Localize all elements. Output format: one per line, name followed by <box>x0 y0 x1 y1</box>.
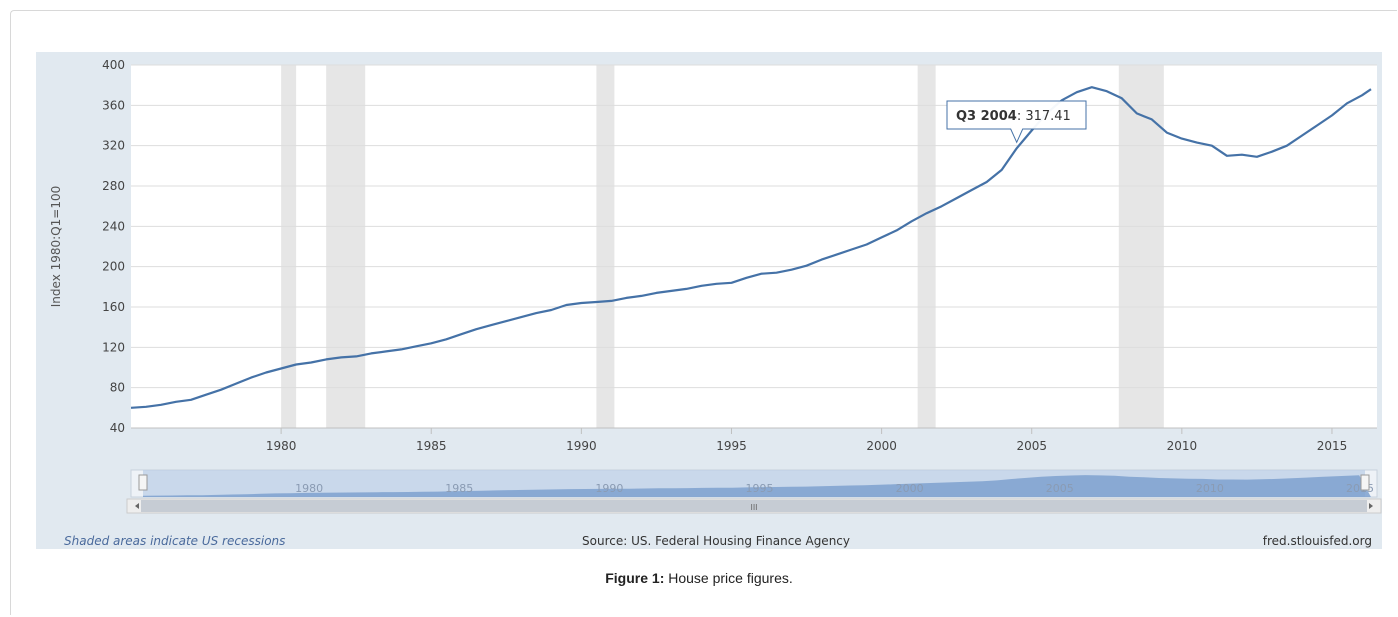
source-note: Source: US. Federal Housing Finance Agen… <box>582 534 850 548</box>
navigator-label: 1980 <box>295 482 323 495</box>
navigator-handle[interactable] <box>138 474 148 491</box>
tooltip: Q3 2004: 317.41 <box>946 100 1087 144</box>
y-tick-label: 160 <box>102 300 125 314</box>
scrollbar-thumb[interactable] <box>141 500 1367 512</box>
navigator-handle[interactable] <box>1360 474 1370 491</box>
navigator-label: 2015 <box>1346 482 1374 495</box>
recession-band <box>1118 65 1164 428</box>
y-tick-label: 200 <box>102 260 125 274</box>
navigator-label: 2005 <box>1046 482 1074 495</box>
y-tick-label: 320 <box>102 139 125 153</box>
y-tick-label: 280 <box>102 179 125 193</box>
tooltip-value: : 317.41 <box>1017 109 1071 124</box>
x-tick-label: 1980 <box>266 439 297 453</box>
recession-band <box>596 65 615 428</box>
recession-band <box>326 65 366 428</box>
navigator-label: 2010 <box>1196 482 1224 495</box>
caption-label: Figure 1: <box>605 570 665 586</box>
scrollbar-grip: III <box>750 503 757 512</box>
x-tick-label: 1995 <box>716 439 747 453</box>
series-line <box>130 86 1372 409</box>
caption-text: House price figures. <box>664 570 793 586</box>
y-tick-label: 240 <box>102 219 125 233</box>
x-tick-label: 2000 <box>866 439 897 453</box>
x-tick-label: 2015 <box>1317 439 1348 453</box>
y-tick-label: 360 <box>102 98 125 112</box>
navigator-label: 1995 <box>745 482 773 495</box>
navigator-label: 1985 <box>445 482 473 495</box>
scroll-left-arrow[interactable] <box>135 503 139 509</box>
tooltip-box <box>946 100 1087 144</box>
y-tick-label: 40 <box>110 421 125 435</box>
y-tick-label: 120 <box>102 340 125 354</box>
recession-band <box>917 65 936 428</box>
tooltip-text: Q3 2004: 317.41 <box>956 109 1071 124</box>
x-tick-label: 1985 <box>416 439 447 453</box>
site-link[interactable]: fred.stlouisfed.org <box>1262 534 1372 548</box>
x-tick-label: 2005 <box>1016 439 1047 453</box>
y-tick-label: 80 <box>110 381 125 395</box>
navigator-label: 1990 <box>595 482 623 495</box>
plot-area <box>131 65 1377 428</box>
navigator-area <box>143 475 1371 497</box>
tooltip-period: Q3 2004 <box>956 109 1017 124</box>
navigator-label: 2000 <box>896 482 924 495</box>
x-tick-label: 1990 <box>566 439 597 453</box>
figure-frame <box>10 10 1397 615</box>
x-tick-label: 2010 <box>1167 439 1198 453</box>
recession-note: Shaded areas indicate US recessions <box>64 534 286 548</box>
figure-caption: Figure 1: House price figures. <box>0 570 1398 586</box>
y-axis-label: Index 1980:Q1=100 <box>49 186 63 307</box>
recession-band <box>281 65 297 428</box>
y-tick-label: 400 <box>102 58 125 72</box>
scroll-right-arrow[interactable] <box>1369 503 1373 509</box>
